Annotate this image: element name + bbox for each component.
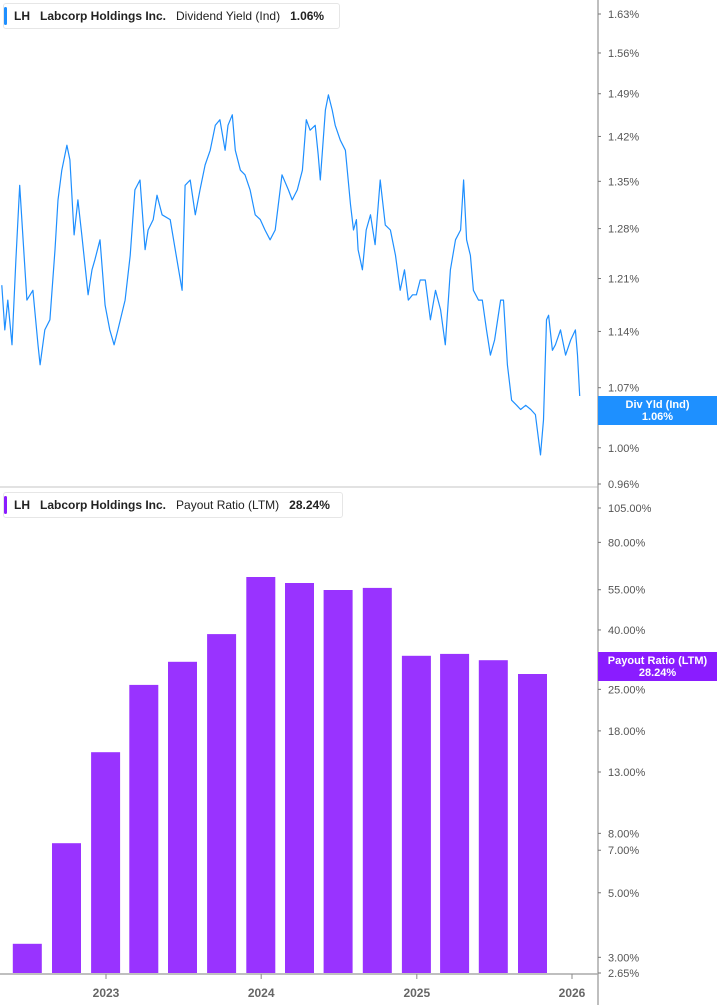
yield-y-tick-label: 1.28% <box>608 224 639 236</box>
payout-y-tick-label: 13.00% <box>608 767 646 779</box>
yield-y-tick-label: 1.63% <box>608 9 639 21</box>
payout-ratio-bar <box>246 577 276 973</box>
payout-ratio-last-value-tag: Payout Ratio (LTM) 28.24% <box>598 652 717 681</box>
legend-metric: Payout Ratio (LTM) <box>176 498 280 512</box>
dividend-yield-last-value-tag: Div Yld (Ind) 1.06% <box>598 396 717 425</box>
payout-ratio-bar <box>285 583 314 973</box>
legend-value: 1.06% <box>290 9 325 23</box>
legend-value: 28.24% <box>289 498 330 512</box>
payout-ratio-bar <box>52 843 81 973</box>
series-color-marker <box>4 496 7 514</box>
payout-ratio-bar <box>478 660 508 973</box>
payout-ratio-bar <box>12 943 42 973</box>
x-tick-label: 2025 <box>403 986 430 1000</box>
legend-company: Labcorp Holdings Inc. <box>40 498 167 512</box>
payout-ratio-bar <box>323 590 353 973</box>
tag-value: 28.24% <box>638 667 677 679</box>
yield-y-tick-label: 1.42% <box>608 131 639 143</box>
yield-y-tick-label: 1.56% <box>608 48 639 60</box>
tag-label: Payout Ratio (LTM) <box>607 655 708 667</box>
payout-ratio-bar <box>401 655 431 973</box>
payout-y-tick-label: 18.00% <box>608 726 646 738</box>
payout-y-tick-label: 25.00% <box>608 684 646 696</box>
x-tick-label: 2023 <box>93 986 120 1000</box>
payout-ratio-bar <box>440 653 470 973</box>
x-tick-label: 2026 <box>559 986 586 1000</box>
x-tick-label: 2024 <box>248 986 275 1000</box>
payout-y-tick-label: 2.65% <box>608 968 639 980</box>
yield-y-tick-label: 1.14% <box>608 326 639 338</box>
payout-y-tick-label: 8.00% <box>608 828 639 840</box>
legend-company: Labcorp Holdings Inc. <box>40 9 167 23</box>
yield-y-tick-label: 1.35% <box>608 176 639 188</box>
axes: 0.96% 1.00% 1.07% 1.14% 1.21% 1.28% 1.35% 1.42%… <box>0 0 652 1005</box>
payout-ratio-panel <box>12 577 547 973</box>
series-color-marker <box>4 7 7 25</box>
yield-y-tick-label: 1.21% <box>608 274 639 286</box>
payout-y-tick-label: 7.00% <box>608 845 639 857</box>
payout-ratio-legend[interactable]: LH Labcorp Holdings Inc. Payout Ratio (L… <box>3 492 343 518</box>
payout-ratio-bar <box>168 661 197 973</box>
tag-value: 1.06% <box>641 411 674 423</box>
yield-y-tick-label: 0.96% <box>608 479 639 491</box>
tag-label: Div Yld (Ind) <box>625 399 690 411</box>
payout-y-tick-label: 55.00% <box>608 585 646 597</box>
payout-ratio-bar <box>91 752 121 973</box>
legend-metric: Dividend Yield (Ind) <box>176 9 281 23</box>
yield-y-tick-label: 1.07% <box>608 383 639 395</box>
payout-y-tick-label: 80.00% <box>608 537 646 549</box>
payout-ratio-bar <box>129 684 159 973</box>
legend-ticker: LH <box>14 9 30 23</box>
payout-ratio-bar <box>207 634 237 973</box>
dividend-yield-line <box>1 94 581 456</box>
payout-ratio-bar <box>362 587 392 973</box>
dividend-yield-panel <box>1 94 581 456</box>
payout-ratio-bar <box>518 674 547 973</box>
payout-y-tick-label: 105.00% <box>608 503 652 515</box>
yield-y-tick-label: 1.00% <box>608 443 639 455</box>
yield-y-tick-label: 1.49% <box>608 89 639 101</box>
payout-y-tick-label: 3.00% <box>608 952 639 964</box>
payout-y-tick-label: 5.00% <box>608 888 639 900</box>
legend-ticker: LH <box>14 498 30 512</box>
dividend-yield-legend[interactable]: LH Labcorp Holdings Inc. Dividend Yield … <box>3 3 340 29</box>
payout-y-tick-label: 40.00% <box>608 625 646 637</box>
